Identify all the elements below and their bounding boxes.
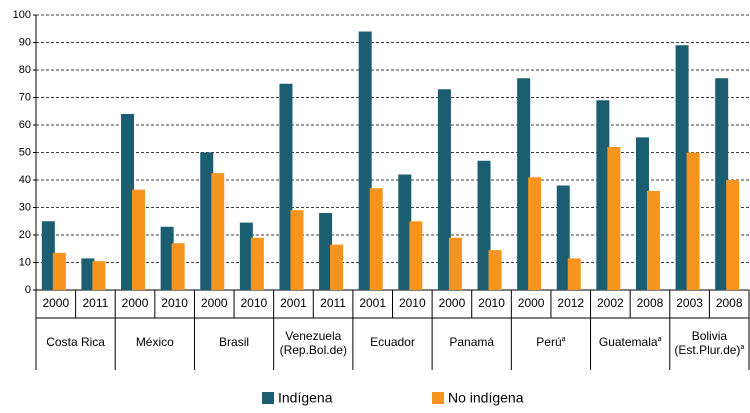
bar [369, 188, 383, 290]
y-tick-label: 20 [19, 229, 31, 241]
group-label-line: (Rep.Bol.de) [280, 343, 347, 357]
y-tick-label: 90 [19, 36, 31, 48]
group-label-line: México [136, 335, 174, 349]
bar [409, 221, 423, 290]
bar [132, 189, 146, 290]
group-label: Bolivia (Est.Plur.de)a [674, 329, 744, 357]
group-label-line: Panamá [449, 335, 494, 349]
group-label: Guatemalaa [599, 335, 662, 349]
group-label-line: Ecuador [370, 335, 415, 349]
bar [171, 243, 185, 290]
bar [726, 180, 740, 290]
bar [279, 83, 293, 290]
bar [160, 226, 174, 290]
bar [81, 258, 95, 290]
x-tick-label: 2008 [716, 296, 743, 310]
bar [448, 237, 462, 290]
group-label-line: Guatemala [599, 335, 658, 349]
legend-swatch [432, 392, 444, 404]
bar [41, 221, 55, 290]
bar [675, 45, 689, 290]
y-tick-label: 40 [19, 174, 31, 186]
x-tick-label: 2001 [359, 296, 386, 310]
y-tick-label: 60 [19, 119, 31, 131]
x-tick-label: 2010 [478, 296, 505, 310]
x-tick-label: 2010 [161, 296, 188, 310]
x-tick-label: 2010 [241, 296, 268, 310]
group-label-line: Brasil [219, 335, 249, 349]
x-tick-label: 2002 [597, 296, 624, 310]
x-tick-label: 2012 [557, 296, 584, 310]
y-tick-label: 70 [19, 91, 31, 103]
bar [635, 137, 649, 290]
bar [330, 244, 344, 290]
group-label: Costa Rica [46, 335, 105, 349]
bar [211, 173, 225, 290]
bar [239, 222, 253, 290]
bar [92, 261, 106, 290]
bar [596, 100, 610, 290]
x-tick-label: 2000 [201, 296, 228, 310]
group-label: Brasil [219, 335, 249, 349]
bar [437, 89, 451, 290]
x-tick-label: 2003 [676, 296, 703, 310]
x-tick-label: 2000 [439, 296, 466, 310]
legend-label: Indígena [278, 390, 333, 406]
group-label-line: Costa Rica [46, 335, 105, 349]
x-tick-label: 2008 [637, 296, 664, 310]
footnote-mark: a [740, 344, 744, 351]
y-tick-label: 10 [19, 256, 31, 268]
x-tick-label: 2001 [280, 296, 307, 310]
bar [200, 152, 214, 290]
x-tick-label: 2010 [399, 296, 426, 310]
bar [607, 147, 621, 290]
bar [319, 213, 333, 290]
y-tick-label: 0 [25, 284, 31, 296]
bar [715, 78, 729, 290]
x-tick-label: 2011 [320, 296, 346, 310]
bar [52, 252, 66, 290]
x-tick-label: 2000 [122, 296, 149, 310]
bar [517, 78, 531, 290]
group-label: Perúa [536, 335, 565, 349]
group-label: Ecuador [370, 335, 415, 349]
bar [646, 191, 660, 290]
y-tick-label: 50 [19, 146, 31, 158]
legend-label: No indígena [448, 390, 524, 406]
bar [488, 250, 502, 290]
bar [528, 177, 542, 290]
group-label: México [136, 335, 174, 349]
x-tick-label: 2000 [518, 296, 545, 310]
bar [686, 152, 700, 290]
y-tick-label: 30 [19, 201, 31, 213]
group-label-line: (Est.Plur.de) [674, 343, 740, 357]
x-tick-label: 2000 [42, 296, 69, 310]
footnote-mark: a [658, 336, 662, 343]
y-tick-label: 80 [19, 64, 31, 76]
bar [121, 114, 135, 290]
group-label-line: Venezuela [285, 329, 341, 343]
y-tick-label: 100 [13, 9, 31, 21]
group-label: Venezuela (Rep.Bol.de) [280, 329, 347, 357]
bar [477, 160, 491, 290]
footnote-mark: a [562, 336, 566, 343]
bar [250, 237, 264, 290]
legend-swatch [262, 392, 274, 404]
bar [556, 185, 570, 290]
group-label: Panamá [449, 335, 494, 349]
group-label-line: Bolivia [692, 329, 728, 343]
bar [398, 174, 412, 290]
x-tick-label: 2011 [83, 296, 109, 310]
bar [290, 210, 304, 290]
bar [358, 31, 372, 290]
bar [567, 258, 581, 290]
group-label-line: Perú [536, 335, 561, 349]
